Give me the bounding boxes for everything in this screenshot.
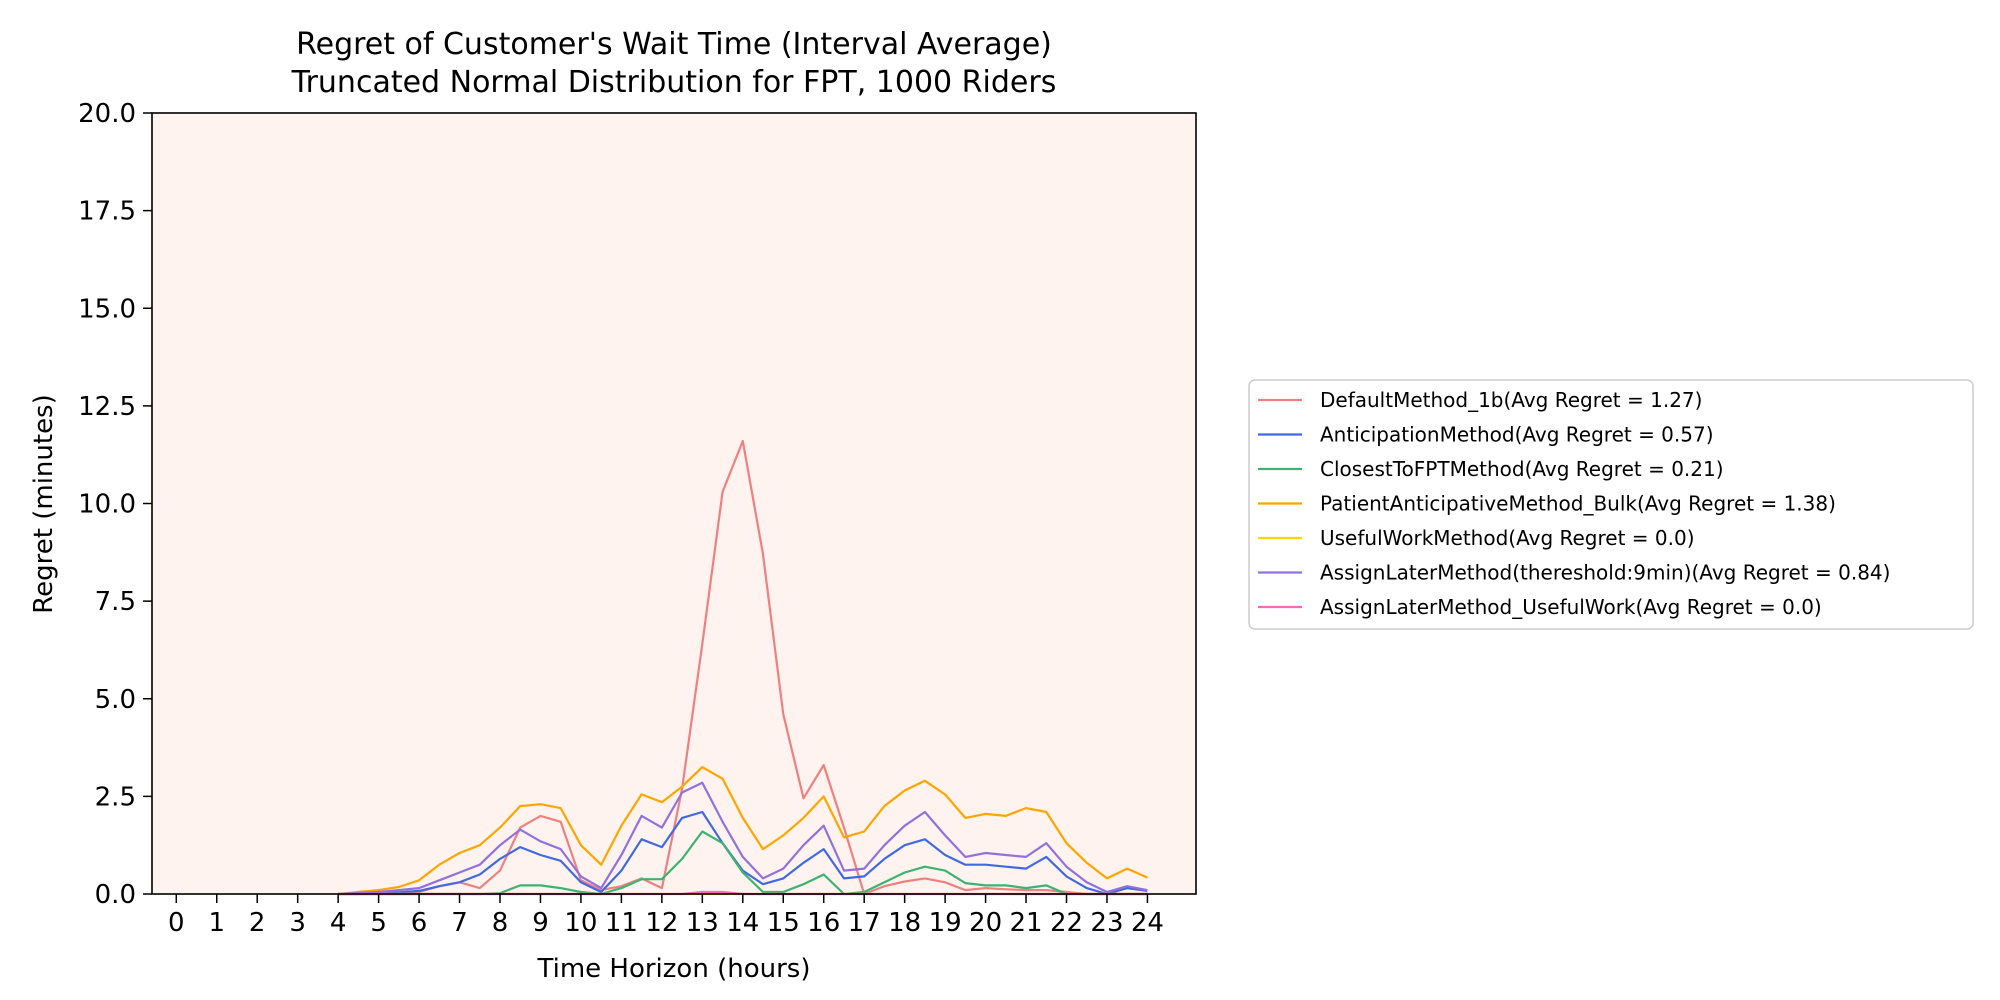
x-tick-label: 11 [605,908,638,938]
x-tick-label: 18 [888,908,921,938]
legend-label: ClosestToFPTMethod(Avg Regret = 0.21) [1320,457,1724,481]
legend: DefaultMethod_1b(Avg Regret = 1.27) Antic… [1248,379,1974,630]
y-tick-label: 0.0 [95,880,136,910]
x-tick-label: 12 [645,908,678,938]
y-tick-label: 20.0 [78,99,136,129]
x-tick-label: 16 [807,908,840,938]
y-tick-label: 17.5 [78,197,136,227]
x-tick-label: 23 [1090,908,1123,938]
legend-label: AnticipationMethod(Avg Regret = 0.57) [1320,423,1714,447]
y-tick-label: 12.5 [78,392,136,422]
x-tick-label: 19 [929,908,962,938]
x-tick-label: 1 [208,908,225,938]
x-tick-label: 10 [564,908,597,938]
x-tick-label: 22 [1050,908,1083,938]
series-line-6 [338,781,1148,896]
x-tick-label: 17 [848,908,881,938]
y-tick-label: 7.5 [95,587,136,617]
plot-area [152,113,1196,894]
y-tick-label: 10.0 [78,490,136,520]
x-tick-label: 20 [969,908,1002,938]
x-axis-label: Time Horizon (hours) [537,954,811,984]
chart-subtitle: Truncated Normal Distribution for FPT, 1… [291,65,1057,100]
x-tick-label: 21 [1009,908,1042,938]
legend-label: AssignLaterMethod_UsefulWork(Avg Regret … [1320,595,1822,619]
x-tick-label: 7 [451,908,468,938]
x-tick-label: 5 [370,908,387,938]
x-tick-label: 4 [330,908,347,938]
y-tick-label: 5.0 [95,685,136,715]
y-axis: 0.0 2.5 5.0 7.5 10.0 12.5 15.0 17.5 20.0 [78,99,152,910]
legend-label: DefaultMethod_1b(Avg Regret = 1.27) [1320,388,1702,412]
x-tick-label: 3 [289,908,306,938]
x-tick-label: 2 [249,908,266,938]
x-tick-label: 15 [767,908,800,938]
x-tick-label: 9 [532,908,549,938]
legend-box [1248,379,1974,630]
series-line-1 [338,439,1148,896]
x-tick-label: 14 [726,908,759,938]
x-tick-label: 6 [411,908,428,938]
x-axis: 0 1 2 3 4 5 6 7 8 9 10 11 12 13 14 15 16 17 18 19 20 21 22 23 24 [168,894,1164,938]
legend-label: PatientAnticipativeMethod_Bulk(Avg Regre… [1320,492,1836,516]
legend-label: UsefulWorkMethod(Avg Regret = 0.0) [1320,526,1695,550]
legend-label: AssignLaterMethod(thereshold:9min)(Avg R… [1320,561,1890,585]
x-tick-label: 13 [686,908,719,938]
chart-title: Regret of Customer's Wait Time (Interval… [296,27,1052,62]
y-tick-label: 15.0 [78,294,136,324]
series-line-4 [337,765,1148,896]
x-tick-label: 0 [168,908,185,938]
y-axis-label: Regret (minutes) [29,394,59,614]
x-tick-label: 24 [1131,908,1164,938]
x-tick-label: 8 [492,908,509,938]
y-tick-label: 2.5 [95,782,136,812]
